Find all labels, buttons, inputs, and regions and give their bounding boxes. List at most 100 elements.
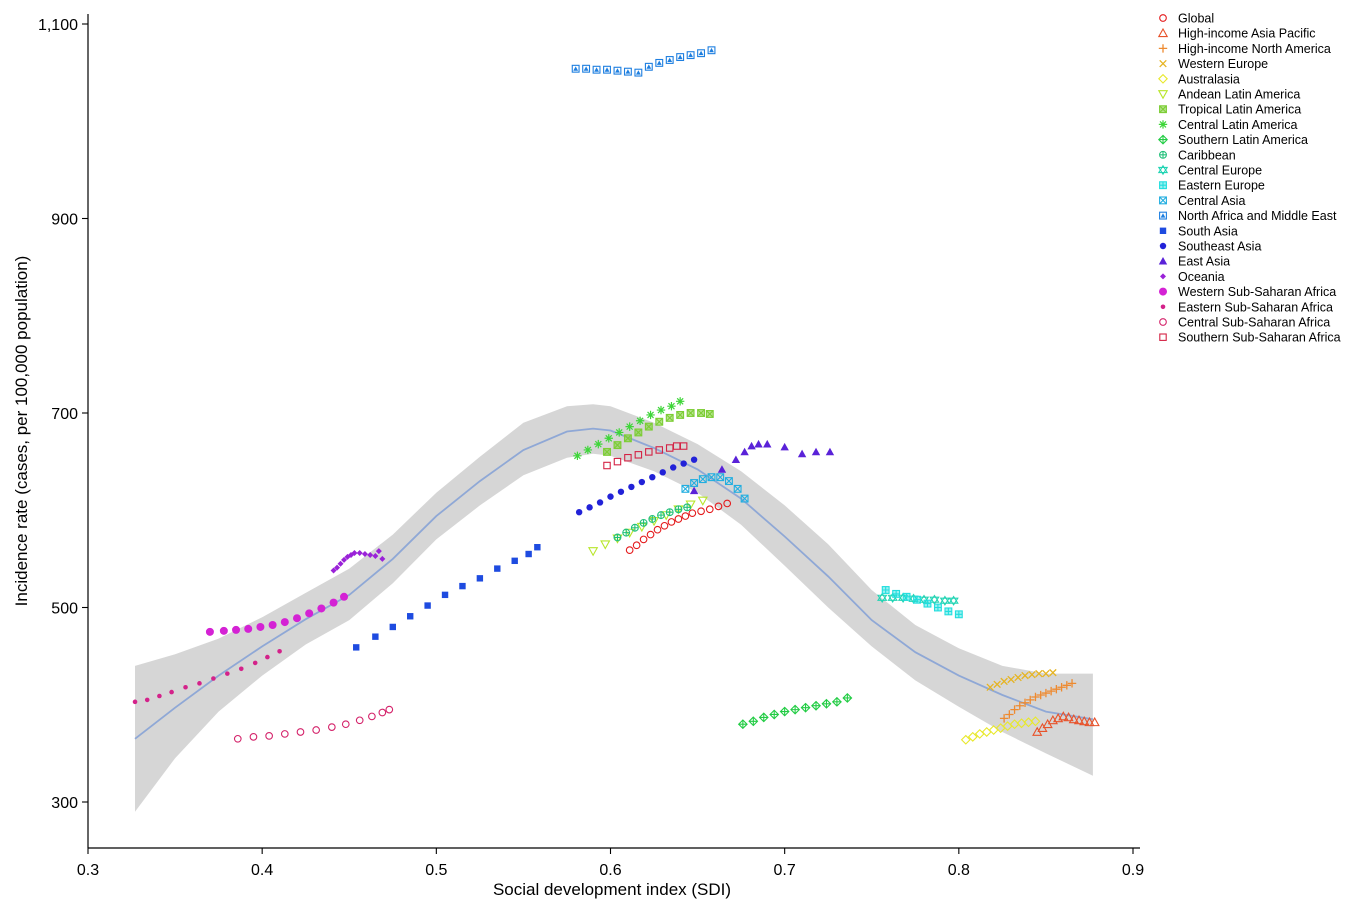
series-11 [881, 586, 963, 619]
legend-marker [1158, 73, 1168, 84]
y-tick-label: 700 [51, 406, 78, 423]
data-point [1062, 681, 1072, 690]
data-point [389, 623, 396, 631]
data-point [511, 557, 518, 565]
data-point [877, 592, 888, 604]
data-point [685, 500, 696, 510]
legend-marker [1159, 105, 1167, 114]
x-tick-label: 0.7 [774, 862, 796, 879]
legend-item: Southern Latin America [1158, 133, 1308, 147]
data-point [656, 405, 666, 415]
data-point [372, 633, 379, 640]
data-point [587, 547, 599, 557]
legend-marker [1159, 287, 1167, 296]
data-point [737, 719, 748, 730]
data-point [615, 428, 624, 437]
data-point [939, 595, 951, 606]
data-point [293, 614, 301, 623]
data-point [644, 422, 653, 431]
legend-item: Central Sub-Saharan Africa [1159, 316, 1330, 330]
legend-item: Southeast Asia [1159, 240, 1261, 254]
data-point [233, 734, 242, 743]
legend-marker [1159, 181, 1167, 190]
data-point [842, 692, 853, 703]
data-point [1063, 712, 1074, 722]
series-13 [571, 46, 716, 77]
data-point [197, 681, 202, 686]
legend-marker [1159, 333, 1167, 341]
data-point [268, 621, 277, 630]
data-point [1028, 670, 1036, 679]
data-point [625, 546, 634, 554]
data-point [613, 533, 622, 542]
legend-item: High-income North America [1158, 42, 1331, 56]
legend-item: North Africa and Middle East [1159, 209, 1337, 223]
data-point [634, 451, 643, 459]
legend-label: Tropical Latin America [1178, 103, 1301, 117]
x-tick-label: 0.3 [77, 862, 99, 879]
data-point [476, 575, 484, 582]
y-tick-label: 1,100 [38, 17, 78, 34]
data-point [697, 507, 705, 516]
data-point [594, 439, 603, 449]
data-point [821, 698, 832, 709]
legend-item: Tropical Latin America [1159, 103, 1301, 117]
axes-layer [87, 14, 1140, 849]
data-point [697, 496, 708, 506]
legend-label: High-income North America [1178, 42, 1331, 56]
data-point [596, 499, 604, 506]
data-point [923, 599, 932, 608]
data-point [624, 453, 632, 462]
series-3 [986, 668, 1057, 692]
data-point [680, 460, 687, 467]
data-point [1079, 715, 1090, 726]
data-point [811, 447, 821, 456]
data-point [686, 409, 695, 417]
legend-label: Australasia [1178, 72, 1240, 86]
data-point [717, 465, 727, 473]
legend-label: Central Latin America [1178, 118, 1298, 132]
data-point [690, 456, 698, 463]
data-point [575, 508, 583, 516]
data-point [748, 716, 759, 727]
data-point [157, 693, 162, 699]
legend-marker [1158, 120, 1168, 129]
legend-label: High-income Asia Pacific [1178, 27, 1316, 41]
data-point [327, 723, 336, 731]
data-point [954, 610, 963, 619]
data-point [1089, 716, 1100, 727]
series-6 [603, 409, 714, 456]
data-point [571, 64, 580, 73]
data-point [676, 410, 685, 419]
data-point [340, 592, 349, 601]
data-point [355, 716, 364, 725]
data-point [948, 595, 959, 606]
data-point [698, 475, 707, 484]
data-point [1058, 711, 1069, 721]
data-point [933, 603, 942, 612]
data-point [676, 53, 685, 62]
data-point [723, 499, 732, 508]
data-point [625, 422, 634, 431]
data-point [1073, 714, 1085, 725]
data-point [1031, 692, 1040, 702]
data-point [690, 479, 699, 487]
data-point [780, 442, 789, 451]
data-point [211, 676, 216, 681]
data-point [1015, 701, 1024, 710]
data-point [944, 607, 953, 616]
data-point [831, 696, 842, 707]
data-point [655, 417, 664, 426]
data-point [613, 66, 622, 75]
data-point [525, 550, 532, 558]
data-point [659, 469, 666, 476]
data-point [1010, 705, 1019, 714]
data-point [665, 413, 674, 422]
data-point [636, 522, 647, 533]
legend-label: Eastern Europe [1178, 179, 1265, 193]
legend-marker [1159, 227, 1167, 234]
data-point [707, 473, 716, 482]
data-point [534, 544, 541, 551]
y-axis-label: Incidence rate (cases, per 100,000 popul… [12, 256, 31, 607]
